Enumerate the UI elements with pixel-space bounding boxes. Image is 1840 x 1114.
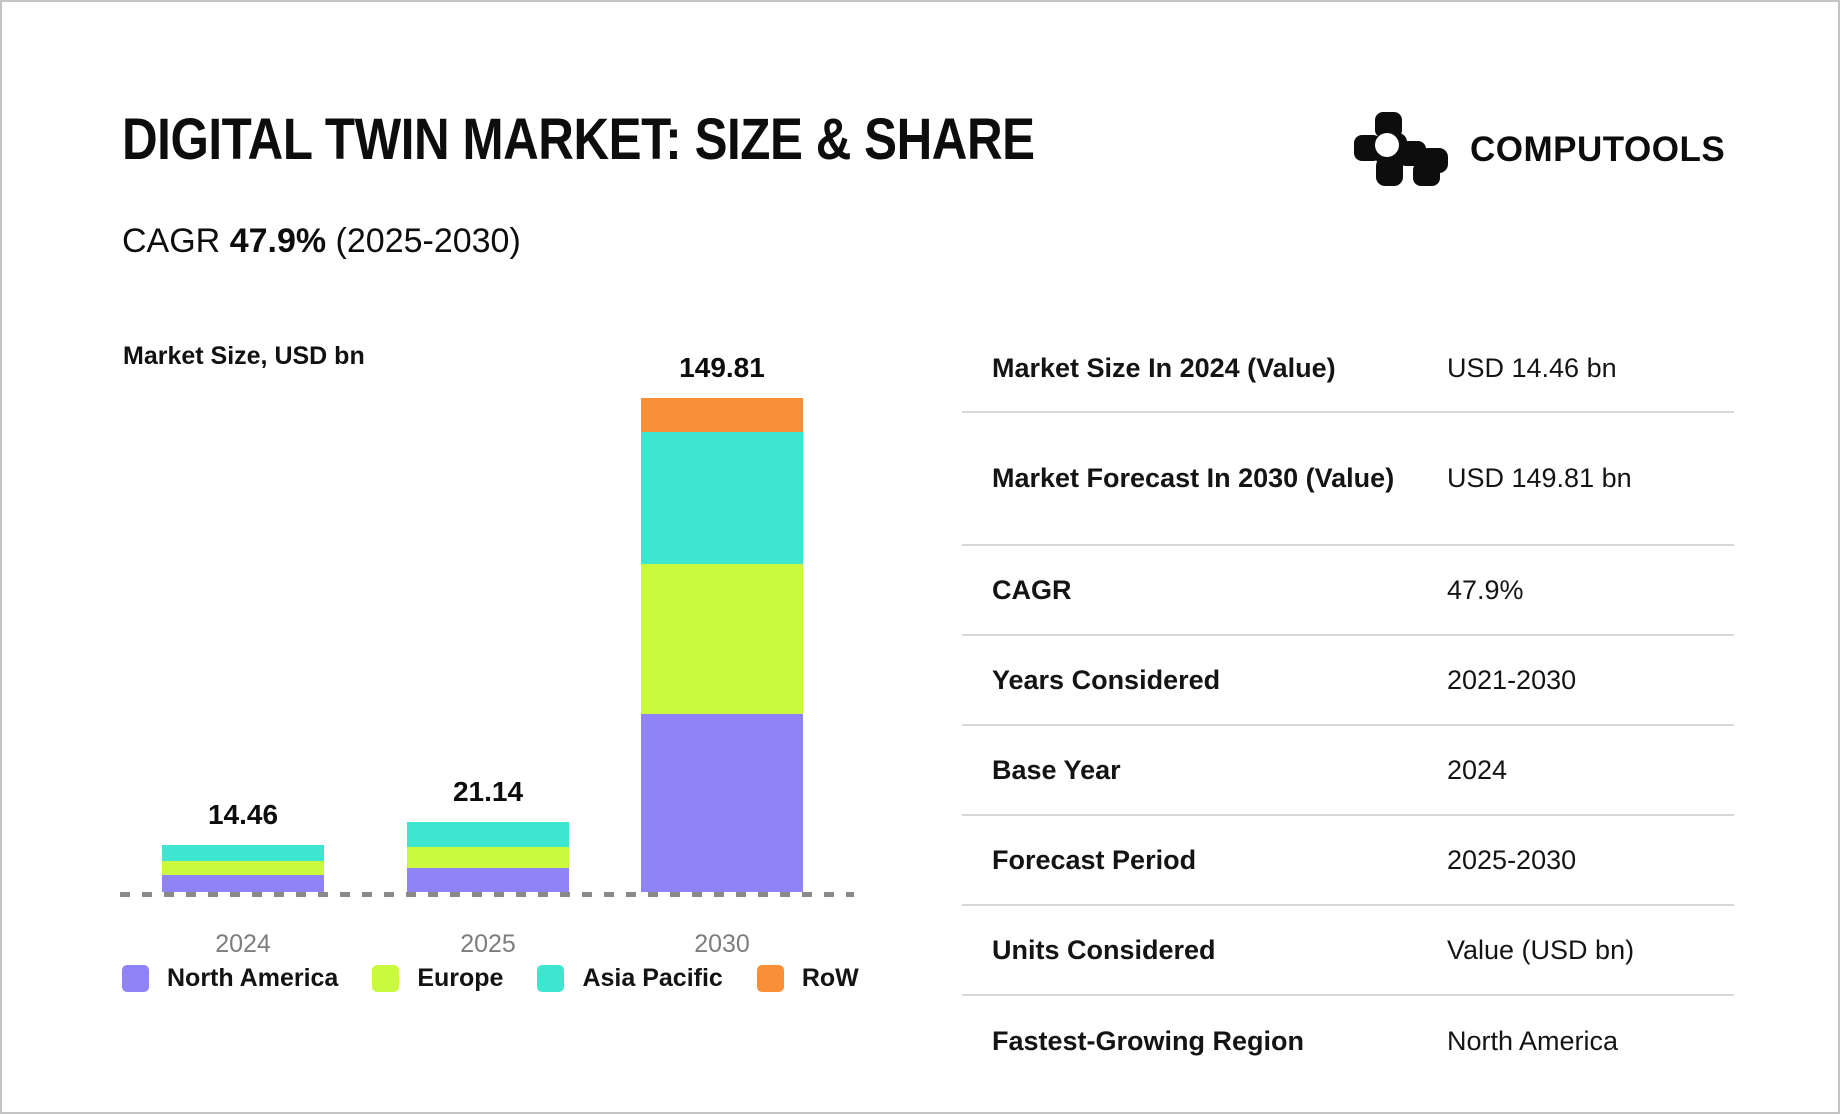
legend-swatch-row: [756, 965, 784, 992]
axis-label-2030: 2030: [694, 930, 750, 958]
bar-2025-segment-europe: [407, 847, 569, 868]
axis-label-2024: 2024: [215, 930, 271, 958]
computools-logo: COMPUTOOLS: [1354, 112, 1725, 188]
bar-2025: [407, 822, 569, 892]
cagr-prefix: CAGR: [122, 222, 221, 260]
table-row: Years Considered 2021-2030: [962, 636, 1734, 726]
table-row: CAGR 47.9%: [962, 546, 1734, 636]
bar-2030-segment-asia-pacific: [641, 432, 803, 564]
row-value: 2025-2030: [1447, 844, 1577, 875]
row-label: Market Size In 2024 (Value): [992, 353, 1336, 384]
cagr-subtitle: CAGR 47.9% (2025-2030): [122, 222, 521, 261]
dashed-baseline: [120, 892, 854, 897]
legend-label-north-america: North America: [167, 964, 339, 992]
page-title: DIGITAL TWIN MARKET: SIZE & SHARE: [122, 106, 1196, 173]
bar-2025-segment-north-america: [407, 868, 569, 892]
bar-2024-segment-north-america: [162, 875, 324, 892]
row-value: USD 149.81 bn: [1447, 463, 1632, 494]
row-value: 47.9%: [1447, 574, 1524, 605]
table-row: Units Considered Value (USD bn): [962, 906, 1734, 996]
row-value: 2021-2030: [1447, 664, 1577, 695]
chart-title: Market Size, USD bn: [123, 342, 365, 370]
bar-2030-segment-europe: [641, 564, 803, 714]
bar-total-label-2030: 149.81: [679, 352, 765, 383]
legend-item-europe: Europe: [372, 964, 503, 993]
bar-2024-segment-asia-pacific: [162, 845, 324, 861]
computools-logo-text: COMPUTOOLS: [1470, 130, 1726, 169]
chart-legend: North America Europe Asia Pacific RoW: [122, 964, 859, 993]
row-value: USD 14.46 bn: [1447, 353, 1617, 384]
row-value: North America: [1447, 1025, 1619, 1056]
table-row: Fastest-Growing Region North America: [962, 996, 1734, 1086]
cagr-value: 47.9%: [229, 222, 327, 260]
axis-label-2025: 2025: [460, 930, 516, 958]
bar-total-label-2024: 14.46: [207, 799, 279, 830]
bar-2025-segment-asia-pacific: [407, 822, 569, 847]
row-label: Units Considered: [992, 934, 1216, 965]
cagr-period: (2025-2030): [335, 222, 521, 260]
row-label: Base Year: [992, 754, 1121, 785]
bar-2024: [162, 845, 324, 892]
legend-item-north-america: North America: [122, 964, 338, 993]
row-value: 2024: [1447, 754, 1508, 785]
bar-2024-segment-europe: [162, 861, 324, 875]
row-label: Market Forecast In 2030 (Value): [992, 463, 1395, 494]
legend-label-asia-pacific: Asia Pacific: [582, 964, 723, 992]
table-row: Base Year 2024: [962, 726, 1734, 816]
table-row: Market Size In 2024 (Value) USD 14.46 bn: [962, 326, 1734, 413]
table-row: Forecast Period 2025-2030: [962, 816, 1734, 906]
row-label: Years Considered: [992, 664, 1221, 695]
spec-table: Market Size In 2024 (Value) USD 14.46 bn…: [962, 326, 1734, 1086]
bar-2030-segment-row: [641, 398, 803, 432]
legend-swatch-asia-pacific: [537, 965, 565, 992]
legend-swatch-north-america: [122, 965, 149, 992]
legend-label-europe: Europe: [417, 964, 504, 992]
page-title-text: DIGITAL TWIN MARKET: SIZE & SHARE: [122, 107, 1035, 172]
bar-total-label-2025: 21.14: [452, 776, 524, 807]
row-value: Value (USD bn): [1447, 934, 1635, 965]
legend-item-row: RoW: [756, 964, 859, 993]
table-row: Market Forecast In 2030 (Value) USD 149.…: [962, 413, 1734, 546]
computools-logo-icon: [1354, 112, 1448, 186]
bar-2030-segment-north-america: [641, 714, 803, 892]
bar-2030: [641, 398, 803, 892]
legend-swatch-europe: [372, 965, 400, 992]
legend-item-asia-pacific: Asia Pacific: [537, 964, 723, 993]
row-label: Fastest-Growing Region: [992, 1025, 1305, 1056]
plot-area: 14.46 2024 21.14 2025 149.81 2030: [122, 352, 862, 958]
row-label: Forecast Period: [992, 844, 1197, 875]
row-label: CAGR: [992, 574, 1072, 605]
legend-label-row: RoW: [801, 964, 859, 992]
